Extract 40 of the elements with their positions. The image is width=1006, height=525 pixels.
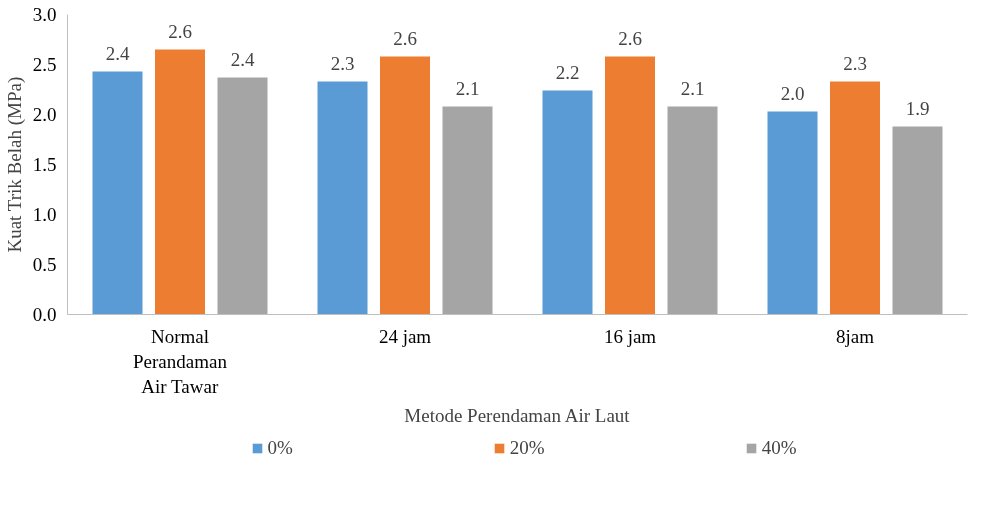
x-tick-label: 24 jam [378,325,432,347]
legend-label: 20% [509,437,545,459]
y-tick-label: 1.0 [32,204,57,225]
bar [542,90,593,315]
data-label: 2.3 [843,52,867,74]
x-axis-title: Metode Perendaman Air Laut [404,404,631,426]
bar [92,71,143,315]
y-tick-label: 2.5 [32,54,57,75]
bar [380,56,430,315]
y-axis-title: Kuat Trik Belah (MPa) [3,76,26,253]
y-tick-label: 0.5 [32,254,57,275]
y-tick-label: 0.0 [32,304,57,325]
bar [892,126,943,315]
bar [317,81,368,315]
y-tick-label: 3.0 [32,4,57,25]
data-label: 2.4 [105,42,130,64]
legend-label: 40% [761,437,797,459]
bar [667,106,718,315]
data-label: 2.3 [330,52,355,74]
data-label: 2.1 [455,77,480,99]
y-tick-label: 2.0 [32,104,57,125]
bar [217,77,268,315]
bar [767,111,818,315]
data-label: 2.0 [780,82,805,104]
bar [830,81,880,315]
bar [605,56,655,315]
y-tick-label: 1.5 [32,154,57,175]
x-tick-label: Normal Perandaman Air Tawar [133,325,228,397]
x-tick-label: 16 jam [603,325,657,347]
data-label: 2.6 [393,27,417,49]
data-label: 2.6 [618,27,642,49]
bar [155,49,205,315]
data-label: 2.6 [168,20,192,42]
legend-label: 0% [267,437,293,459]
data-label: 2.1 [680,77,705,99]
x-tick-label: 8jam [836,325,875,347]
data-label: 1.9 [905,97,930,119]
bar [442,106,493,315]
data-label: 2.4 [230,48,255,70]
data-label: 2.2 [555,61,580,83]
